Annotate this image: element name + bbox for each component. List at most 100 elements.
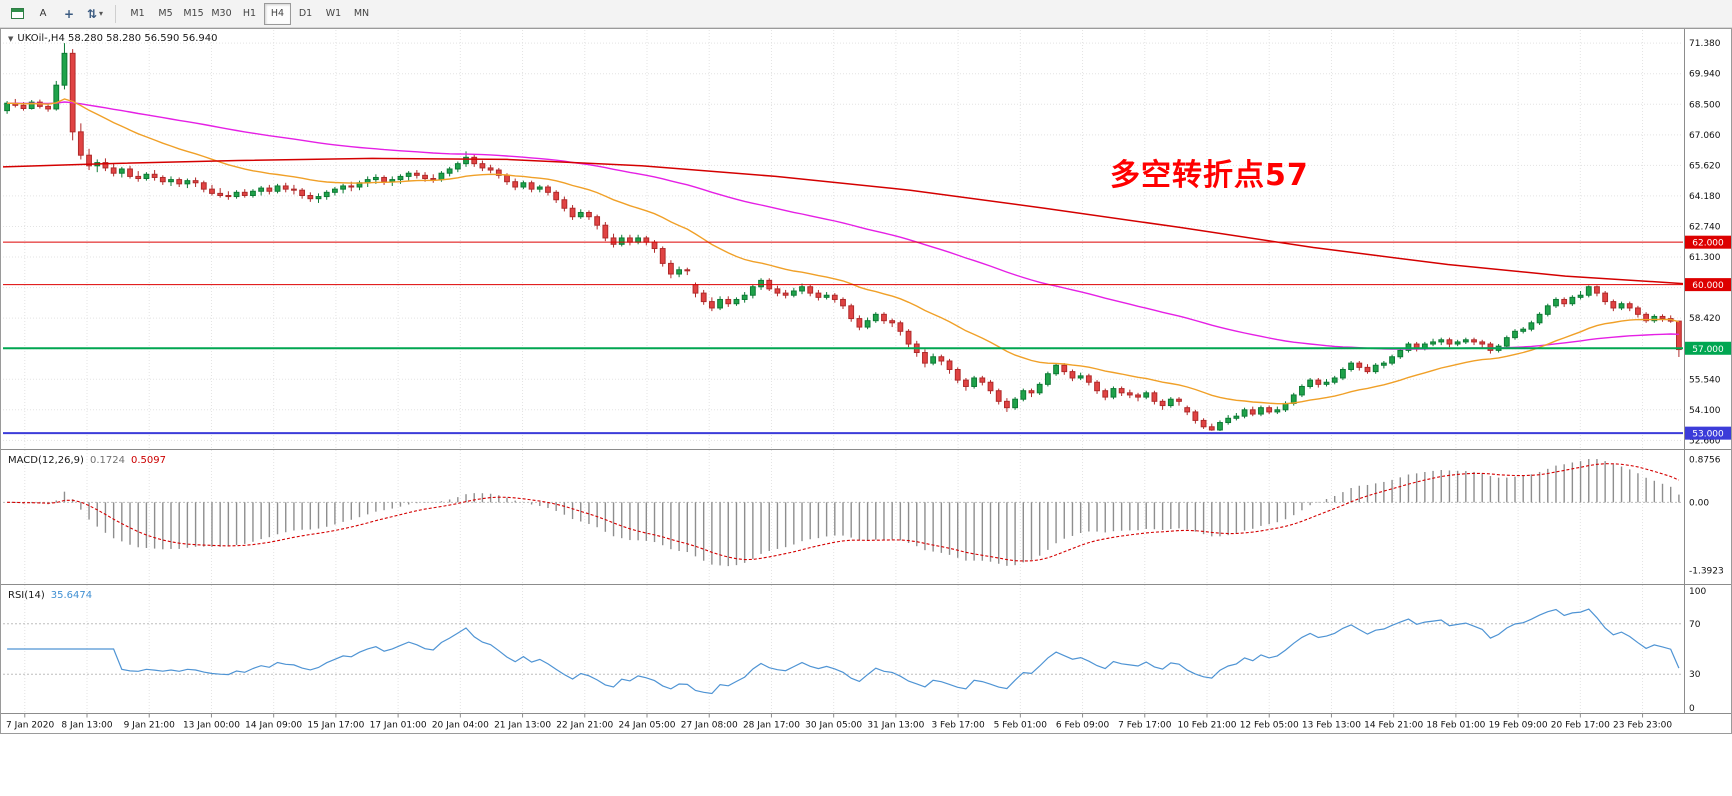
candle-body (692, 284, 699, 294)
candle-body (1315, 379, 1322, 385)
candle-body (618, 237, 625, 245)
time-axis[interactable]: 7 Jan 2020 8 Jan 13:00 9 Jan 21:00 13 Jan 0… (6, 713, 1672, 731)
candle-body (1380, 362, 1387, 366)
arrows-icon: ⇅ (86, 6, 98, 21)
timeframe-button-w1[interactable]: W1 (320, 3, 347, 25)
timeframe-button-h4[interactable]: H4 (264, 2, 291, 25)
candle-body (1643, 313, 1650, 322)
candle-body (446, 168, 453, 174)
candle-body (586, 211, 592, 218)
candle-body (1094, 381, 1100, 392)
candle-body (1307, 379, 1314, 387)
candle-body (1372, 364, 1379, 373)
candle-body (1479, 341, 1486, 345)
timeframe-button-h1[interactable]: H1 (236, 3, 263, 25)
candle-body (348, 185, 355, 188)
candle-body (86, 154, 92, 167)
candle-body (225, 195, 232, 198)
price-level-tag[interactable] (1684, 341, 1732, 355)
time-tick-label: 21 Jan 13:00 (494, 721, 551, 731)
rsi-tick-label: 0 (1689, 704, 1695, 714)
candle-body (4, 102, 10, 112)
candle-body (848, 305, 855, 320)
candle-body (1200, 419, 1207, 428)
candle-body (684, 269, 691, 272)
candle-body (725, 298, 732, 305)
rsi-tick-label: 100 (1689, 587, 1706, 597)
candle-body (528, 182, 535, 190)
candle-body (971, 377, 978, 387)
ma-slow-line (2, 157, 1684, 285)
candle-body (405, 172, 412, 177)
candle-body (708, 301, 715, 309)
candle-body (872, 313, 879, 322)
candle-body (143, 173, 150, 180)
candle-body (1364, 366, 1371, 373)
candle-body (1618, 303, 1625, 309)
price-level-tag-label: 53.000 (1692, 430, 1724, 440)
candle-body (176, 179, 183, 185)
candle-body (1004, 400, 1010, 409)
timeframe-button-d1[interactable]: D1 (292, 3, 319, 25)
time-tick-label: 23 Feb 23:00 (1613, 721, 1672, 731)
candle-body (643, 237, 650, 243)
candle-body (258, 187, 265, 192)
candle-body (577, 211, 584, 218)
price-scale[interactable]: 71.380 69.940 68.500 67.060 65.620 64.180 62.7… (1684, 39, 1732, 714)
timeframe-button-mn[interactable]: MN (348, 3, 375, 25)
timeframe-button-m15[interactable]: M15 (180, 3, 207, 25)
chevron-down-icon: ▾ (99, 9, 104, 18)
candle-body (1110, 388, 1117, 398)
candle-body (1143, 392, 1150, 398)
candle-body (332, 188, 338, 193)
price-level-tag-label: 62.000 (1692, 239, 1724, 249)
time-tick-label: 28 Jan 17:00 (743, 721, 800, 731)
candle-body (1397, 349, 1404, 358)
crosshair-button[interactable]: + (57, 3, 81, 25)
macd-signal-line (7, 463, 1680, 562)
candle-body (340, 185, 346, 190)
candle-body (774, 288, 781, 294)
time-tick-label: 10 Feb 21:00 (1177, 721, 1236, 731)
candle-body (1249, 409, 1256, 415)
candle-body (1602, 292, 1609, 303)
candle-body (1446, 339, 1453, 345)
time-tick-label: 24 Jan 05:00 (619, 721, 676, 731)
time-tick-label: 19 Feb 09:00 (1489, 721, 1548, 731)
timeframe-button-m30[interactable]: M30 (208, 3, 235, 25)
time-tick-label: 13 Feb 13:00 (1302, 721, 1361, 731)
time-tick-label: 3 Feb 17:00 (931, 721, 985, 731)
candle-body (700, 292, 707, 303)
text-label-button[interactable]: A (31, 3, 55, 25)
time-tick-label: 17 Jan 01:00 (370, 721, 427, 731)
candle-body (1569, 296, 1576, 305)
candle-body (1299, 385, 1305, 396)
candle-body (987, 381, 994, 392)
candle-body (553, 191, 560, 201)
chart-window-button[interactable] (5, 3, 29, 25)
timeframe-button-m1[interactable]: M1 (124, 3, 151, 25)
time-tick-label: 8 Jan 13:00 (61, 721, 113, 731)
candle-body (430, 178, 437, 181)
rsi-tick-label: 70 (1689, 620, 1701, 630)
price-level-tag[interactable] (1684, 426, 1732, 440)
price-level-tag[interactable] (1684, 278, 1732, 292)
price-tick-label: 69.940 (1689, 70, 1721, 80)
macd-tick-label: -1.3923 (1689, 566, 1724, 576)
chart-canvas[interactable]: 71.380 69.940 68.500 67.060 65.620 64.180 62.7… (0, 28, 1732, 796)
candle-body (209, 188, 215, 194)
chart-annotation-text[interactable]: 多空转折点57 (1110, 158, 1309, 193)
candle-body (741, 294, 748, 300)
candle-body (1594, 286, 1600, 294)
candle-body (897, 322, 904, 332)
candle-body (1077, 375, 1084, 379)
arrow-objects-button[interactable]: ⇅ ▾ (83, 3, 107, 25)
candle-body (184, 180, 191, 185)
timeframe-button-m5[interactable]: M5 (152, 3, 179, 25)
candle-body (610, 237, 617, 245)
candle-body (782, 292, 789, 296)
price-level-tag[interactable] (1684, 235, 1732, 249)
candle-body (1266, 407, 1273, 413)
candle-body (954, 368, 961, 381)
time-tick-label: 9 Jan 21:00 (124, 721, 176, 731)
